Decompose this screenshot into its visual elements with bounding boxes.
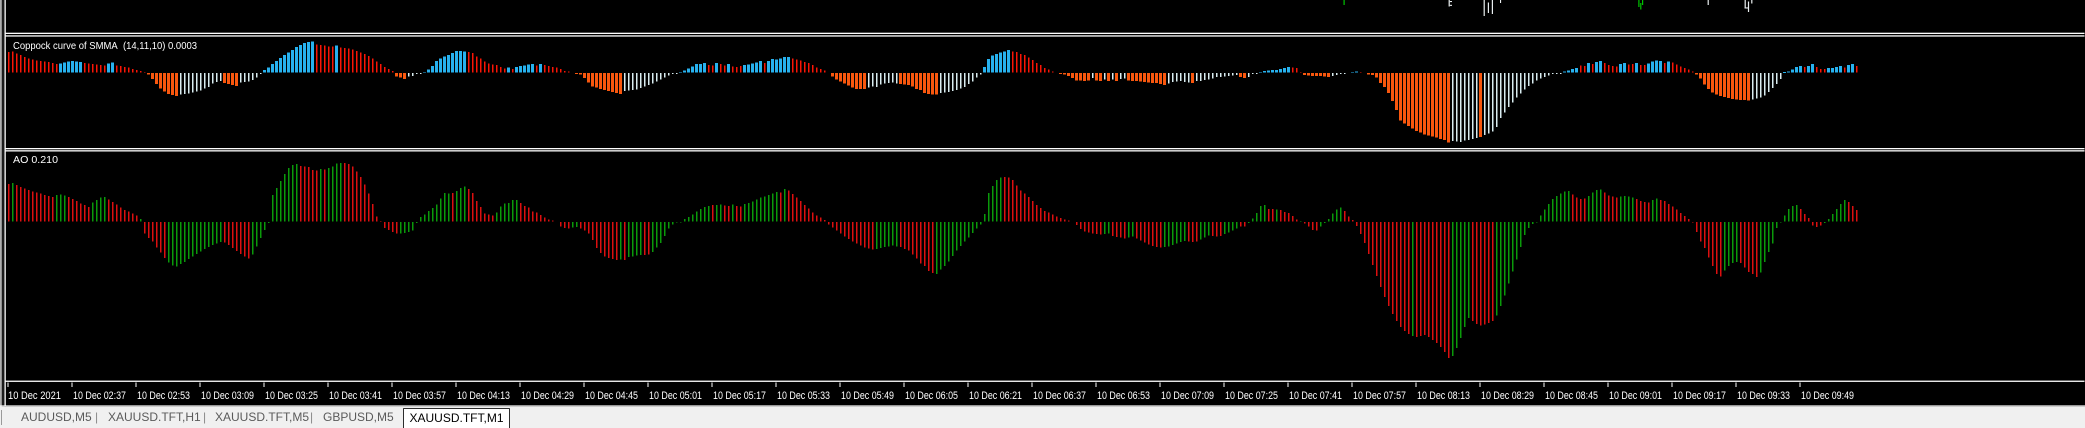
svg-text:10 Dec 09:01: 10 Dec 09:01 xyxy=(1609,390,1662,402)
svg-text:10 Dec 09:49: 10 Dec 09:49 xyxy=(1801,390,1854,402)
svg-text:10 Dec 05:01: 10 Dec 05:01 xyxy=(649,390,702,402)
svg-text:10 Dec 08:13: 10 Dec 08:13 xyxy=(1417,390,1470,402)
svg-text:10 Dec 03:41: 10 Dec 03:41 xyxy=(329,390,382,402)
svg-text:Coppock curve of SMMA (14,11,: Coppock curve of SMMA (14,11,10) 0.0003 xyxy=(13,40,197,52)
svg-text:10 Dec 02:37: 10 Dec 02:37 xyxy=(73,390,126,402)
svg-text:10 Dec 07:25: 10 Dec 07:25 xyxy=(1225,390,1278,402)
svg-text:10 Dec 09:33: 10 Dec 09:33 xyxy=(1737,390,1790,402)
svg-text:10 Dec 07:41: 10 Dec 07:41 xyxy=(1289,390,1342,402)
svg-text:10 Dec 05:33: 10 Dec 05:33 xyxy=(777,390,830,402)
svg-text:10 Dec 08:29: 10 Dec 08:29 xyxy=(1481,390,1534,402)
svg-text:10 Dec 06:21: 10 Dec 06:21 xyxy=(969,390,1022,402)
svg-text:10 Dec 04:29: 10 Dec 04:29 xyxy=(521,390,574,402)
svg-text:10 Dec 04:45: 10 Dec 04:45 xyxy=(585,390,638,402)
svg-text:10 Dec 05:49: 10 Dec 05:49 xyxy=(841,390,894,402)
svg-text:10 Dec 2021: 10 Dec 2021 xyxy=(8,390,61,402)
svg-text:10 Dec 04:13: 10 Dec 04:13 xyxy=(457,390,510,402)
svg-text:10 Dec 03:25: 10 Dec 03:25 xyxy=(265,390,318,402)
svg-text:10 Dec 07:57: 10 Dec 07:57 xyxy=(1353,390,1406,402)
svg-text:10 Dec 08:45: 10 Dec 08:45 xyxy=(1545,390,1598,402)
svg-text:10 Dec 06:53: 10 Dec 06:53 xyxy=(1097,390,1150,402)
svg-text:10 Dec 09:17: 10 Dec 09:17 xyxy=(1673,390,1726,402)
svg-text:10 Dec 07:09: 10 Dec 07:09 xyxy=(1161,390,1214,402)
svg-text:10 Dec 05:17: 10 Dec 05:17 xyxy=(713,390,766,402)
svg-text:10 Dec 02:53: 10 Dec 02:53 xyxy=(137,390,190,402)
svg-text:10 Dec 03:09: 10 Dec 03:09 xyxy=(201,390,254,402)
svg-text:AO 0.210: AO 0.210 xyxy=(13,154,58,166)
svg-text:10 Dec 03:57: 10 Dec 03:57 xyxy=(393,390,446,402)
svg-text:10 Dec 06:05: 10 Dec 06:05 xyxy=(905,390,958,402)
svg-text:10 Dec 06:37: 10 Dec 06:37 xyxy=(1033,390,1086,402)
